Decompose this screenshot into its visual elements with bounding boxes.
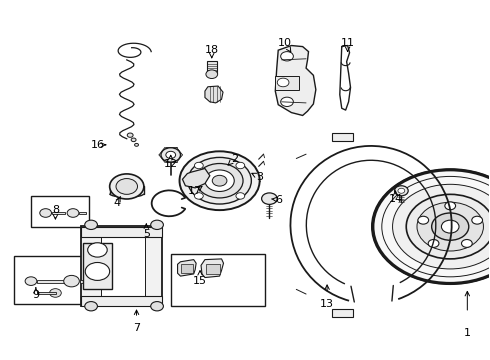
Circle shape [188,157,251,204]
Circle shape [85,262,110,280]
Bar [37,280,66,283]
Circle shape [25,277,37,285]
Circle shape [49,289,61,297]
Circle shape [135,143,139,146]
Circle shape [406,194,490,259]
Bar [332,133,353,140]
Circle shape [85,220,98,229]
Circle shape [195,193,203,199]
Circle shape [85,302,98,311]
Text: 6: 6 [276,195,283,205]
Polygon shape [201,259,223,278]
Circle shape [392,184,490,269]
Circle shape [67,209,79,217]
Bar [207,60,217,73]
Text: 9: 9 [32,291,39,301]
Text: 14: 14 [389,194,403,204]
Text: 15: 15 [193,276,207,286]
Bar [81,296,162,306]
Bar [275,76,299,90]
Polygon shape [275,45,316,116]
Circle shape [88,243,107,257]
Text: 4: 4 [113,198,121,208]
Circle shape [394,186,408,196]
Bar [83,243,112,289]
Text: 12: 12 [164,159,178,169]
Circle shape [462,239,472,247]
Text: 13: 13 [320,299,334,309]
Polygon shape [181,264,193,273]
Circle shape [212,175,227,186]
Bar [37,292,56,294]
Circle shape [64,275,79,287]
Circle shape [398,188,405,193]
Circle shape [195,162,203,169]
Text: 2: 2 [231,154,238,164]
Circle shape [116,179,138,194]
Text: 16: 16 [91,140,104,150]
Bar [51,212,65,215]
Circle shape [262,193,277,204]
Text: 8: 8 [52,206,59,216]
Circle shape [236,162,245,169]
Circle shape [441,220,459,233]
Text: 3: 3 [256,172,263,182]
Circle shape [161,148,180,162]
Circle shape [151,302,163,311]
Circle shape [151,220,163,229]
Circle shape [205,170,234,192]
Text: 10: 10 [278,38,292,48]
Text: 18: 18 [205,45,219,55]
Circle shape [418,216,429,224]
Circle shape [417,202,484,251]
Circle shape [179,151,260,210]
Circle shape [281,51,294,61]
Polygon shape [177,260,196,276]
Text: 7: 7 [133,323,140,333]
Circle shape [445,202,456,210]
Polygon shape [205,86,223,103]
Bar [81,227,162,237]
Circle shape [110,174,144,199]
Circle shape [277,78,289,87]
Circle shape [131,138,136,141]
Bar [80,280,94,283]
Bar [31,196,89,227]
Circle shape [428,239,439,247]
Circle shape [432,213,469,240]
Circle shape [206,70,218,78]
Polygon shape [81,226,162,306]
Circle shape [127,133,133,137]
Text: 17: 17 [188,186,202,197]
Circle shape [236,193,245,199]
Circle shape [40,209,51,217]
Text: 1: 1 [464,328,471,338]
Text: 11: 11 [341,38,355,48]
Text: 5: 5 [143,229,150,239]
Circle shape [166,151,175,158]
Polygon shape [182,168,210,188]
Circle shape [472,216,483,224]
Circle shape [372,169,490,284]
Bar [14,256,100,304]
Bar [79,212,86,215]
Polygon shape [206,264,220,274]
Circle shape [281,97,294,107]
Circle shape [196,163,243,198]
Polygon shape [101,231,145,301]
Bar [171,254,265,306]
Bar [332,309,353,317]
